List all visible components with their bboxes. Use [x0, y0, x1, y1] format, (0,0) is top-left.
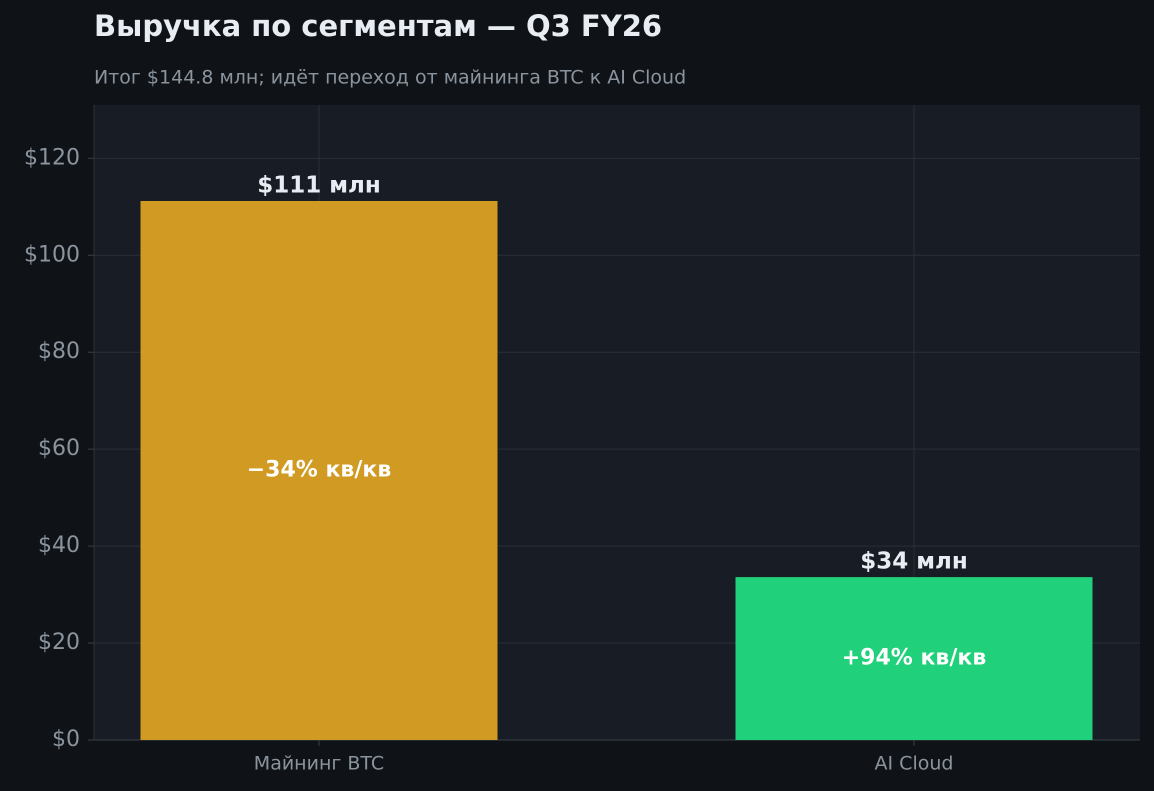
y-tick-label: $0: [52, 727, 80, 752]
bar: [735, 577, 1093, 740]
y-tick-label: $100: [24, 242, 80, 267]
y-tick-label: $40: [38, 533, 80, 558]
y-tick-label: $120: [24, 145, 80, 170]
chart-title: Выручка по сегментам — Q3 FY26: [94, 9, 662, 43]
bar: [140, 200, 498, 740]
value-label: $111 млн: [257, 172, 381, 198]
bar-annotation: +94% кв/кв: [842, 646, 987, 671]
x-tick-label: AI Cloud: [875, 753, 954, 775]
chart-subtitle: Итог $144.8 млн; идёт переход от майнинг…: [94, 67, 686, 89]
value-label: $34 млн: [860, 549, 968, 575]
y-tick-label: $20: [38, 630, 80, 655]
y-tick-label: $80: [38, 339, 80, 364]
bar-annotation: −34% кв/кв: [247, 457, 392, 482]
x-tick-label: Майнинг BTC: [254, 753, 384, 775]
y-tick-label: $60: [38, 436, 80, 461]
